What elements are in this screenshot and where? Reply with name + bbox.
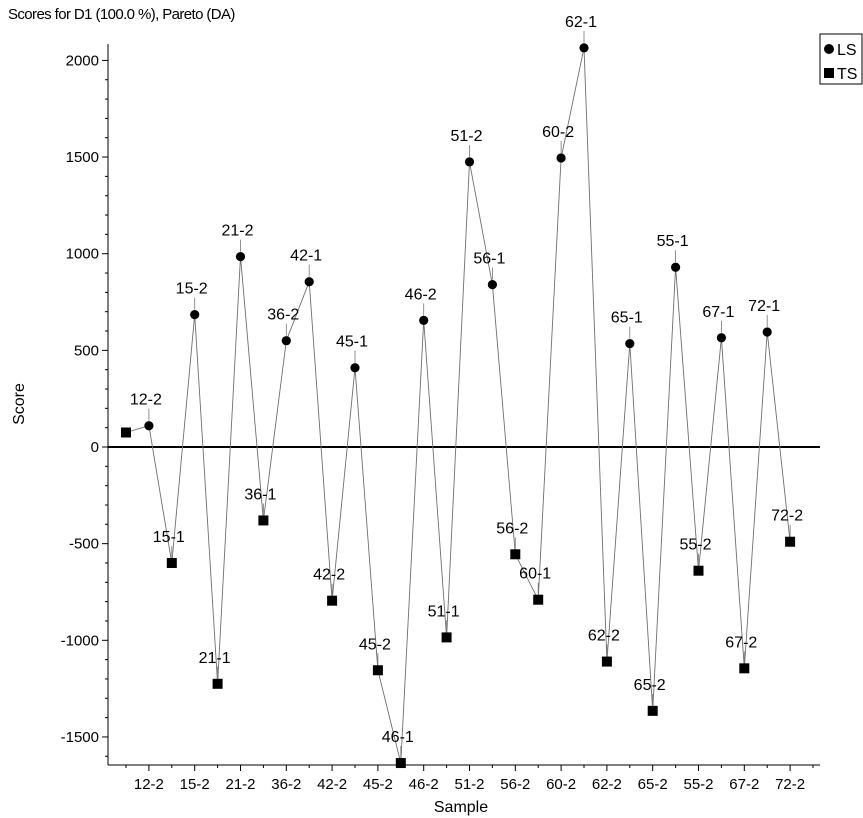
point-marker-ls <box>625 338 635 349</box>
point-marker-ts <box>647 705 658 716</box>
point-label: 42-2 <box>313 567 345 584</box>
x-tick-label: 21-2 <box>225 776 255 793</box>
point-label: 65-1 <box>611 310 643 327</box>
point-label: 72-2 <box>771 508 803 525</box>
point-marker-ls <box>671 262 681 272</box>
x-tick-label: 67-2 <box>729 776 759 793</box>
y-tick-label: 2000 <box>66 52 99 69</box>
x-tick-label: 72-2 <box>775 776 805 793</box>
point-marker-ls <box>716 333 727 343</box>
point-label: 46-1 <box>382 729 414 746</box>
y-axis-title: Score <box>11 383 28 425</box>
point-marker-ts <box>601 656 612 667</box>
x-tick-label: 55-2 <box>683 776 713 793</box>
point-marker-ts <box>739 663 750 674</box>
legend-label-ls: LS <box>837 42 857 59</box>
point-marker-ls <box>304 277 314 287</box>
point-label: 67-2 <box>725 634 757 651</box>
y-ticks: 2000 1500 1000 500 0 -500 -1000 -1500 <box>61 52 108 757</box>
x-tick-label: 51-2 <box>454 776 484 793</box>
x-tick-label: 46-2 <box>409 776 439 793</box>
y-tick-label: 500 <box>74 342 99 359</box>
point-label: 51-1 <box>428 603 460 620</box>
point-marker-ts <box>327 595 338 606</box>
point-marker-ts <box>372 665 383 676</box>
point-label: 42-1 <box>290 248 322 265</box>
y-tick-label: 1500 <box>66 149 99 166</box>
point-marker-ts <box>395 758 406 769</box>
point-labels: 12-2 15-1 15-2 21-1 21-2 36-1 36-2 42-1 42-2 45-1… <box>130 14 803 746</box>
point-label: 15-2 <box>176 281 208 298</box>
point-marker-ls <box>190 309 200 320</box>
point-label: 62-2 <box>588 628 620 645</box>
chart-title: Scores for D1 (100.0 %), Pareto (DA) <box>8 6 235 23</box>
legend: LS TS <box>819 33 863 85</box>
connector-line <box>125 47 791 764</box>
legend-marker-ts <box>824 68 834 78</box>
markers <box>121 43 796 769</box>
point-marker-ls <box>579 43 589 53</box>
point-label: 65-2 <box>634 677 666 694</box>
x-tick-label: 60-2 <box>546 776 576 793</box>
point-label: 36-1 <box>244 486 276 503</box>
point-label: 56-1 <box>473 251 505 268</box>
point-label: 21-2 <box>221 223 253 240</box>
point-label: 15-1 <box>153 529 185 546</box>
point-marker-ls <box>464 157 475 167</box>
y-tick-label: -1500 <box>61 729 99 746</box>
point-label: 45-2 <box>359 636 391 653</box>
x-tick-label: 62-2 <box>592 776 622 793</box>
point-marker-ts <box>533 594 544 605</box>
point-label: 60-1 <box>519 566 551 583</box>
point-marker-ls <box>235 251 246 262</box>
point-marker-ts <box>121 427 131 438</box>
axes <box>107 44 820 766</box>
legend-label-ts: TS <box>837 66 857 83</box>
point-label: 55-2 <box>679 537 711 554</box>
point-label: 36-2 <box>267 307 299 324</box>
point-marker-ls <box>144 421 154 431</box>
point-marker-ls <box>487 280 497 290</box>
y-tick-label: 1000 <box>66 246 99 263</box>
x-tick-label: 36-2 <box>271 776 301 793</box>
x-axis-title: Sample <box>434 799 488 816</box>
x-tick-label: 65-2 <box>638 776 668 793</box>
point-marker-ls <box>281 336 291 346</box>
label-leaders <box>148 30 791 759</box>
point-marker-ts <box>785 536 796 547</box>
point-marker-ls <box>350 363 360 373</box>
x-tick-label: 56-2 <box>500 776 530 793</box>
y-tick-label: -1000 <box>61 632 99 649</box>
point-label: 45-1 <box>336 334 368 351</box>
point-marker-ts <box>693 565 704 576</box>
point-label: 12-2 <box>130 392 162 409</box>
point-marker-ts <box>441 632 452 643</box>
point-marker-ls <box>556 153 566 163</box>
y-tick-label: -500 <box>69 536 99 553</box>
x-ticks: 12-2 15-2 21-2 36-2 42-2 45-2 46-2 51-2 56-2 60-2… <box>125 765 814 793</box>
point-label: 67-1 <box>702 304 734 321</box>
point-marker-ts <box>258 515 269 526</box>
point-label: 72-1 <box>748 298 780 315</box>
point-marker-ls <box>762 327 772 337</box>
x-tick-label: 15-2 <box>180 776 210 793</box>
point-label: 46-2 <box>405 286 437 303</box>
point-label: 62-1 <box>565 14 597 31</box>
x-tick-label: 45-2 <box>363 776 393 793</box>
point-label: 21-1 <box>199 650 231 667</box>
point-marker-ls <box>419 315 429 325</box>
point-label: 60-2 <box>542 124 574 141</box>
y-tick-label: 0 <box>91 439 99 456</box>
x-tick-label: 42-2 <box>317 776 347 793</box>
point-label: 51-2 <box>450 128 482 145</box>
legend-marker-ls <box>824 44 834 54</box>
point-marker-ts <box>212 678 223 689</box>
point-label: 56-2 <box>496 520 528 537</box>
point-label: 55-1 <box>657 233 689 250</box>
point-marker-ts <box>166 557 177 568</box>
x-tick-label: 12-2 <box>134 776 164 793</box>
point-marker-ts <box>510 549 521 560</box>
